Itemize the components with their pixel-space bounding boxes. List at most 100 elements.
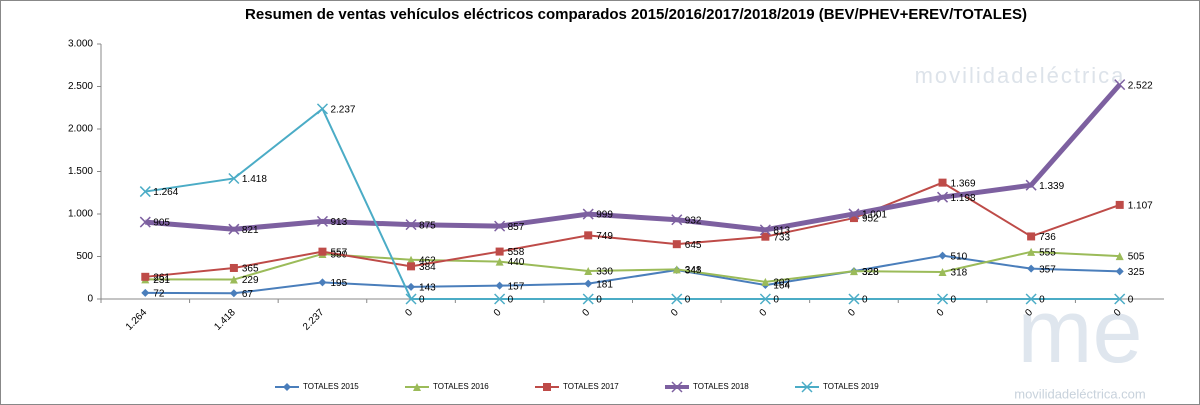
marker xyxy=(938,267,947,276)
marker xyxy=(759,293,771,305)
data-label: 932 xyxy=(685,215,702,226)
y-tick-label: 0 xyxy=(87,294,93,305)
data-label: 813 xyxy=(773,226,790,237)
data-label: 325 xyxy=(1128,267,1145,278)
marker xyxy=(318,278,327,287)
marker xyxy=(582,208,594,220)
data-label: 736 xyxy=(1039,232,1056,243)
marker xyxy=(849,214,858,223)
data-label: 231 xyxy=(153,275,170,286)
y-tick-label: 1.000 xyxy=(68,209,93,220)
marker xyxy=(316,215,328,227)
y-tick-label: 500 xyxy=(76,251,93,262)
marker xyxy=(413,383,421,391)
y-tick-label: 3.000 xyxy=(68,39,93,50)
marker xyxy=(1115,200,1124,209)
marker xyxy=(1114,79,1126,91)
watermark: movilidadeléctrica.com xyxy=(1014,386,1146,401)
marker xyxy=(405,293,417,305)
marker xyxy=(141,272,150,281)
data-label: 0 xyxy=(596,295,602,306)
data-label: 229 xyxy=(242,275,259,286)
marker xyxy=(229,275,238,284)
marker xyxy=(495,257,504,266)
series-line xyxy=(145,181,1121,278)
data-label: 0 xyxy=(419,295,425,306)
chart-title: Resumen de ventas vehículos eléctricos c… xyxy=(245,6,1027,23)
marker xyxy=(1027,232,1036,241)
marker xyxy=(407,282,416,291)
data-label: 821 xyxy=(242,225,259,236)
data-label: 875 xyxy=(419,220,436,231)
data-label: 195 xyxy=(330,278,347,289)
marker xyxy=(671,214,683,226)
data-label: 1.198 xyxy=(951,193,976,204)
marker xyxy=(543,383,551,391)
data-label: 462 xyxy=(419,255,436,266)
series-line xyxy=(145,107,1120,300)
data-label: 555 xyxy=(1039,247,1056,258)
marker xyxy=(671,381,683,393)
marker xyxy=(139,216,151,228)
data-label: 357 xyxy=(1039,264,1056,275)
marker xyxy=(761,277,770,286)
marker xyxy=(848,208,860,220)
data-label: 0 xyxy=(508,295,514,306)
watermark-logo: me xyxy=(1017,282,1142,382)
legend-label: TOTALES 2015 xyxy=(303,382,359,391)
data-label: 1.107 xyxy=(1128,201,1153,212)
data-label: 0 xyxy=(1039,295,1045,306)
data-label: 1.001 xyxy=(862,210,887,221)
marker xyxy=(672,265,681,274)
data-label: 1.369 xyxy=(951,178,976,189)
legend-label: TOTALES 2016 xyxy=(433,382,489,391)
marker xyxy=(937,191,949,203)
data-label: 440 xyxy=(508,257,525,268)
marker xyxy=(584,231,593,240)
data-label: 749 xyxy=(596,231,613,242)
data-label: 645 xyxy=(685,240,702,251)
data-label: 1.264 xyxy=(153,187,178,198)
legend-label: TOTALES 2017 xyxy=(563,382,619,391)
data-label: 67 xyxy=(242,289,254,300)
marker xyxy=(938,251,947,260)
marker xyxy=(1027,247,1036,256)
data-label: 181 xyxy=(596,279,613,290)
data-label: 330 xyxy=(596,267,613,278)
data-label: 0 xyxy=(1128,295,1134,306)
marker xyxy=(849,267,858,276)
marker xyxy=(801,381,813,393)
data-label: 1.418 xyxy=(242,174,267,185)
data-label: 384 xyxy=(419,262,436,273)
watermark: movilidadeléctrica xyxy=(915,63,1126,88)
legend-label: TOTALES 2018 xyxy=(693,382,749,391)
marker xyxy=(316,103,328,115)
data-label: 952 xyxy=(862,214,879,225)
marker xyxy=(672,240,681,249)
series-line xyxy=(145,250,1120,283)
data-label: 365 xyxy=(242,264,259,275)
marker xyxy=(141,288,150,297)
marker xyxy=(229,289,238,298)
data-label: 157 xyxy=(508,281,525,292)
marker xyxy=(495,281,504,290)
marker xyxy=(584,279,593,288)
series-line xyxy=(145,254,1120,295)
marker xyxy=(228,172,240,185)
marker xyxy=(494,293,506,305)
marker xyxy=(1115,252,1124,261)
marker xyxy=(1114,293,1126,305)
data-label: 143 xyxy=(419,282,436,293)
data-label: 0 xyxy=(862,295,868,306)
data-label: 164 xyxy=(773,281,790,292)
marker xyxy=(759,224,771,236)
data-label: 348 xyxy=(685,265,702,276)
marker xyxy=(938,178,947,187)
marker xyxy=(407,255,416,264)
y-tick-label: 2.500 xyxy=(68,81,93,92)
y-tick-label: 1.500 xyxy=(68,166,93,177)
series-line xyxy=(145,82,1122,233)
data-label: 0 xyxy=(951,295,957,306)
